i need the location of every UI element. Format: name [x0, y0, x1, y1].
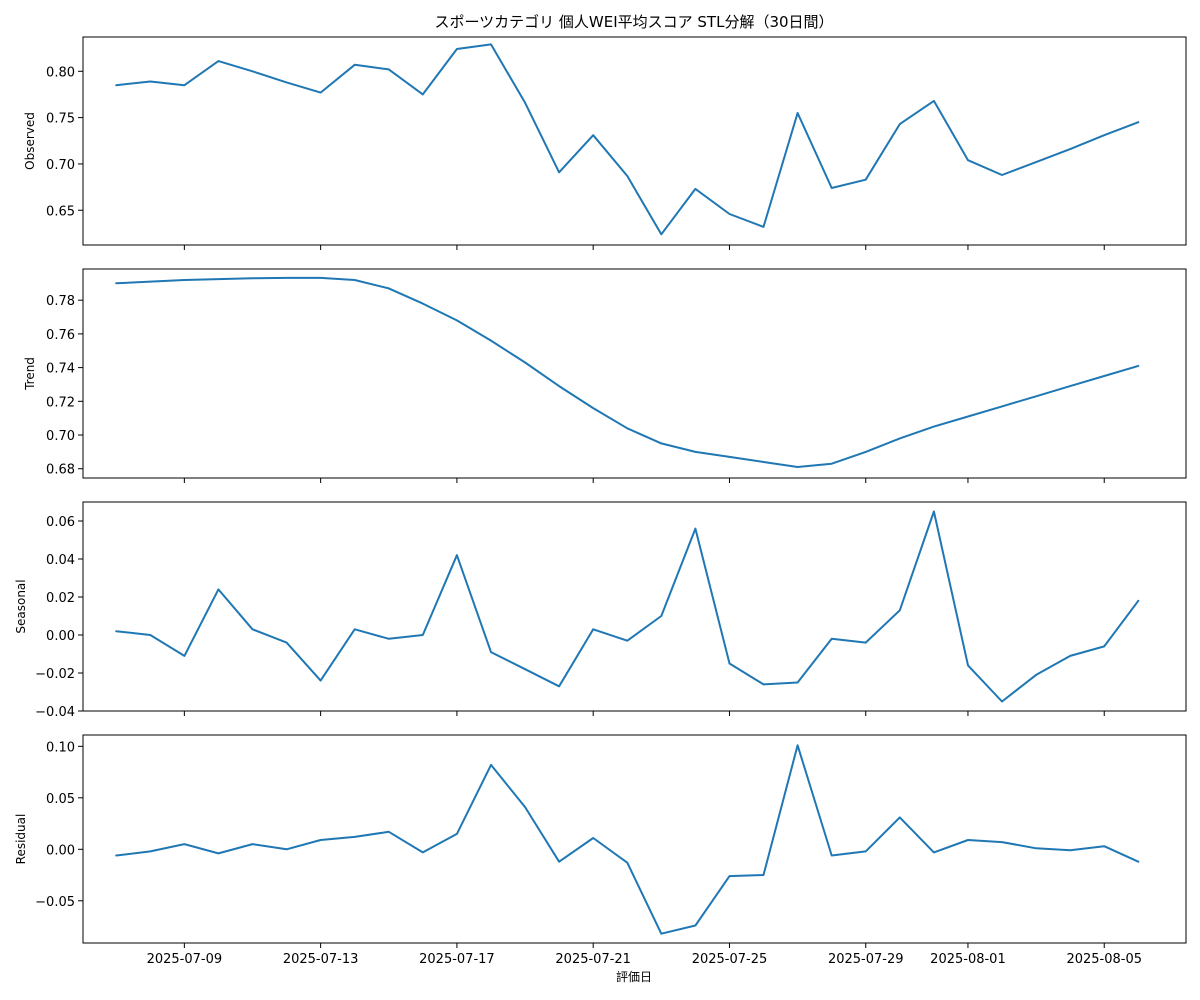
panel-seasonal: −0.04 −0.02 0.00 0.02 0.04 0.06 Seasonal: [14, 501, 1187, 720]
y-tick-label: 0.00: [46, 843, 75, 858]
y-tick-label: 0.70: [46, 158, 75, 173]
panel-frame-seasonal: [82, 501, 1187, 712]
y-tick-label: 0.00: [46, 629, 75, 644]
y-tick-label: 0.80: [46, 65, 75, 80]
panels-layer: 0.65 0.70 0.75 0.80 Observed 0.68 0.70 0.72 0.74…: [14, 36, 1187, 967]
y-tick-label: −0.04: [35, 705, 75, 720]
y-tick-label: 0.72: [46, 395, 75, 410]
y-tick-label: 0.70: [46, 429, 75, 444]
series-line-residual: [115, 744, 1140, 935]
panel-observed: 0.65 0.70 0.75 0.80 Observed: [23, 36, 1187, 250]
y-tick-label: −0.02: [35, 667, 75, 682]
x-tick-label: 2025-08-05: [1066, 952, 1142, 967]
y-tick-label: 0.05: [46, 792, 75, 807]
x-tick-label: 2025-07-25: [692, 952, 768, 967]
panel-frame-observed: [82, 36, 1187, 246]
y-axis-label-trend: Trend: [23, 357, 37, 391]
y-tick-label: 0.65: [46, 204, 75, 219]
y-tick-label: 0.68: [46, 463, 75, 478]
x-tick-label: 2025-07-13: [283, 952, 359, 967]
y-tick-label: 0.10: [46, 740, 75, 755]
panel-residual: −0.05 0.00 0.05 0.10 2025-07-09 2025-07-13 202…: [14, 734, 1187, 967]
y-tick-label: 0.02: [46, 591, 75, 606]
series-line-observed: [115, 43, 1140, 236]
panel-trend: 0.68 0.70 0.72 0.74 0.76 0.78 Trend: [23, 268, 1187, 483]
y-tick-label: −0.05: [35, 895, 75, 910]
x-tick-label: 2025-07-09: [147, 952, 223, 967]
y-tick-label: 0.78: [46, 294, 75, 309]
series-line-trend: [115, 276, 1140, 468]
y-axis-label-seasonal: Seasonal: [14, 579, 28, 633]
y-tick-label: 0.74: [46, 362, 75, 377]
y-tick-label: 0.04: [46, 553, 75, 568]
x-tick-label: 2025-07-17: [419, 952, 495, 967]
x-tick-label: 2025-07-21: [555, 952, 631, 967]
panel-frame-residual: [82, 734, 1187, 944]
y-tick-label: 0.06: [46, 515, 75, 530]
series-line-seasonal: [115, 510, 1140, 703]
y-axis-label-residual: Residual: [14, 814, 28, 865]
x-tick-label: 2025-08-01: [930, 952, 1006, 967]
y-tick-label: 0.75: [46, 112, 75, 127]
x-axis-label: 評価日: [616, 969, 652, 984]
chart-title: スポーツカテゴリ 個人WEI平均スコア STL分解（30日間）: [434, 13, 833, 31]
y-tick-label: 0.76: [46, 328, 75, 343]
x-tick-label: 2025-07-29: [828, 952, 904, 967]
panel-frame-trend: [82, 268, 1187, 479]
y-axis-label-observed: Observed: [23, 112, 37, 170]
